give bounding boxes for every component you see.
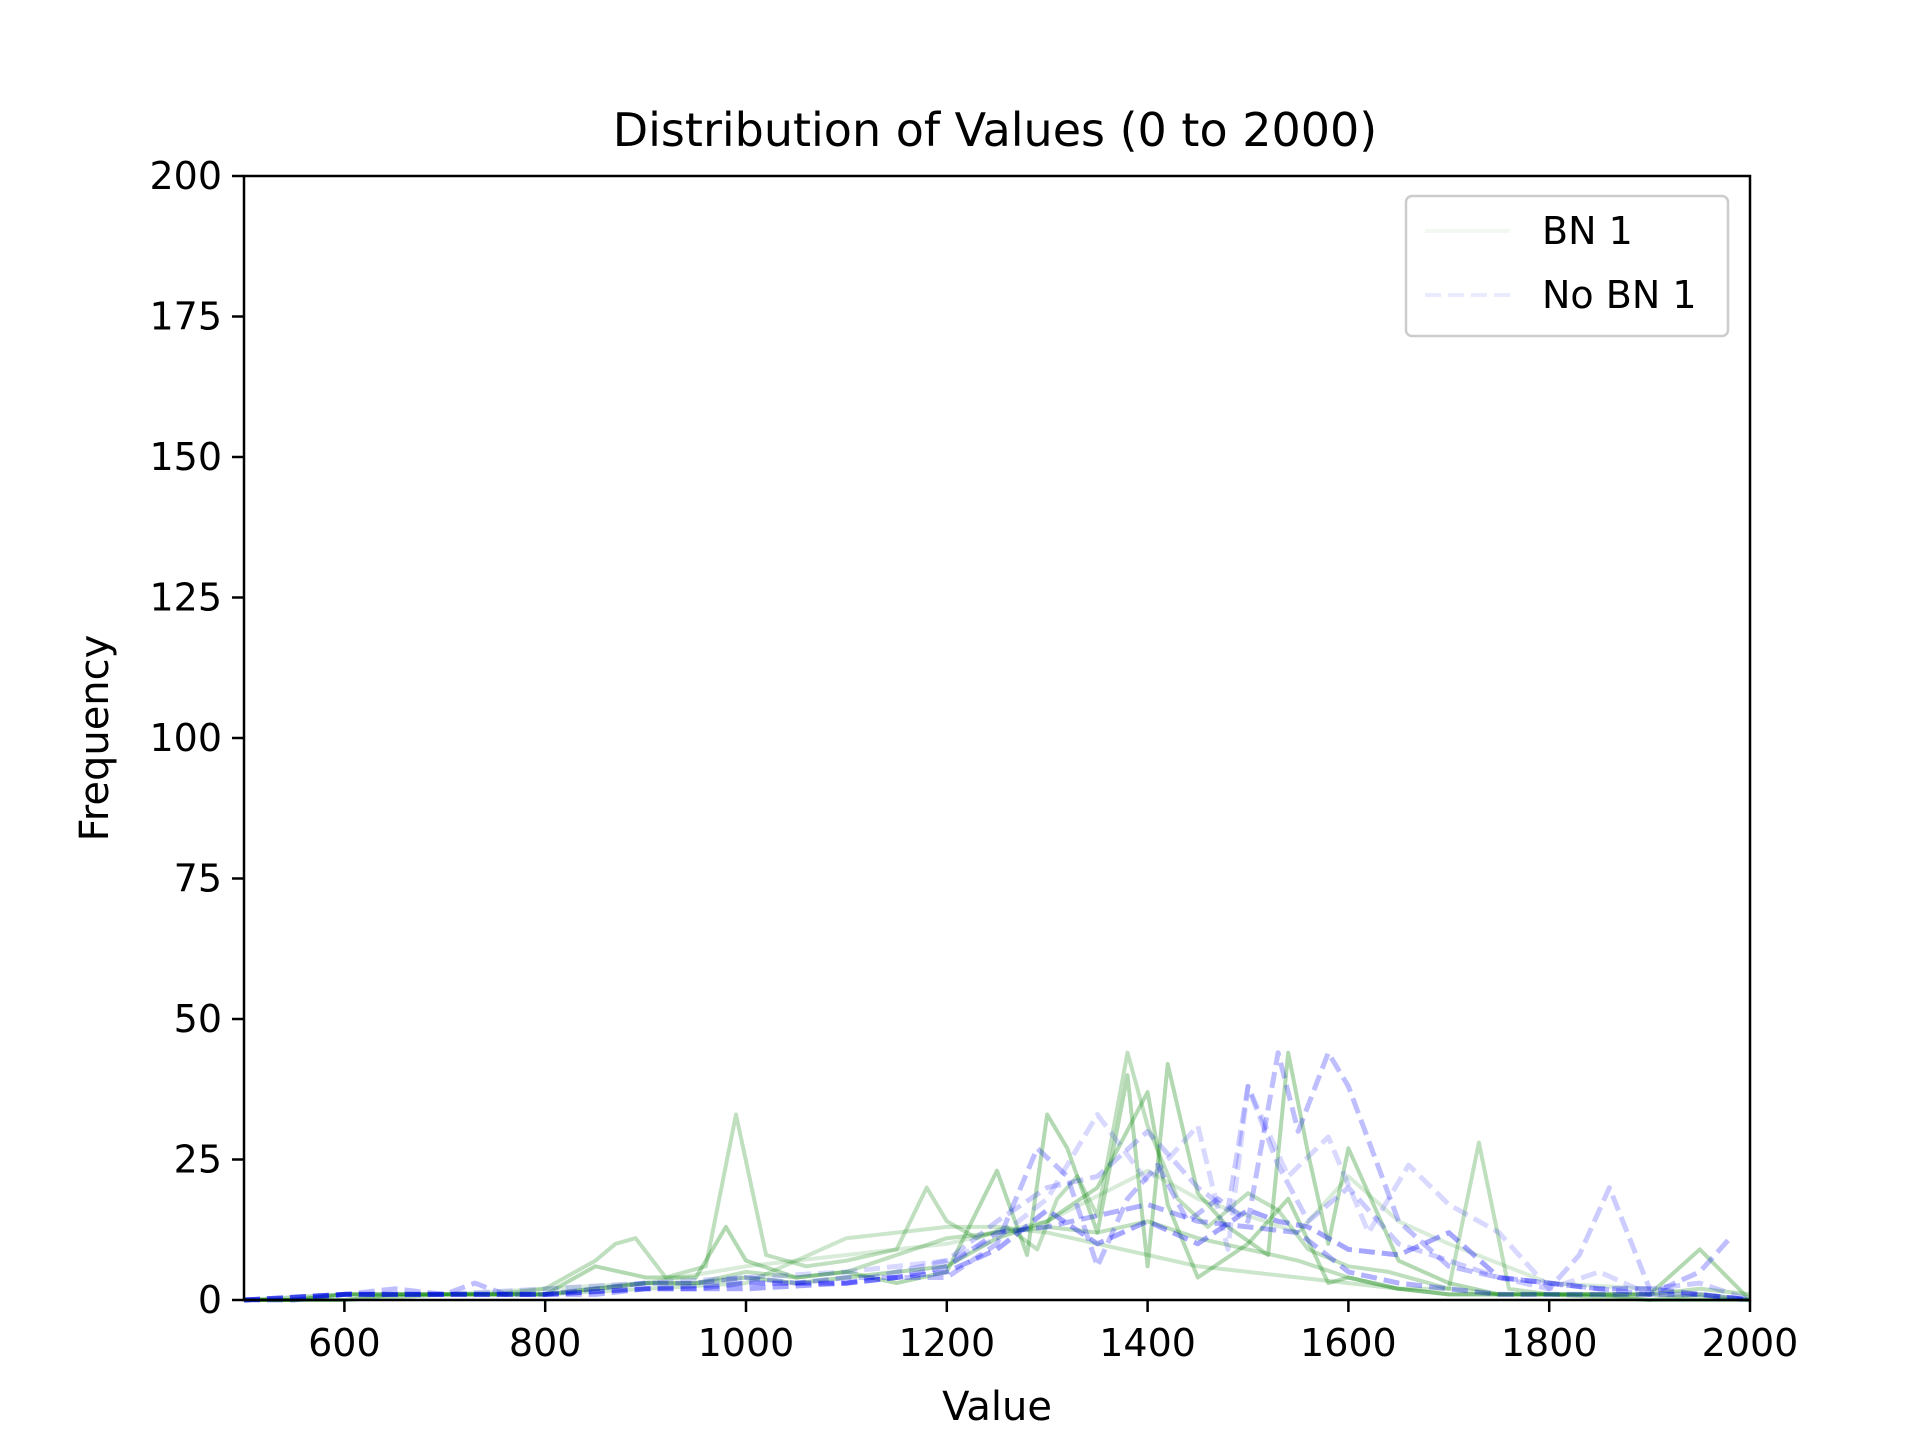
nobn-series-line-8 <box>243 1083 1751 1303</box>
nobn-series-line-9 <box>243 1207 1751 1303</box>
y-tick-label: 75 <box>174 857 222 901</box>
bn-series-line-1 <box>244 1050 1751 1302</box>
x-tick-label: 600 <box>308 1321 381 1365</box>
y-tick-label: 150 <box>149 435 222 479</box>
x-axis: 600 800 1000 1200 1400 1600 1800 2000 <box>308 1300 1798 1365</box>
bn-series-line-3 <box>244 1090 1750 1302</box>
y-tick-label: 175 <box>149 295 222 339</box>
bn-series-line-2 <box>244 1050 1752 1302</box>
x-tick-label: 2000 <box>1702 1321 1799 1365</box>
bn-series-line-4 <box>243 1224 1751 1302</box>
y-tick-label: 200 <box>149 154 222 198</box>
y-tick-label: 125 <box>149 576 222 620</box>
x-tick-label: 1200 <box>898 1321 995 1365</box>
plot-series <box>243 1050 1752 1303</box>
legend-label-nobn: No BN 1 <box>1542 273 1697 317</box>
y-tick-label: 50 <box>174 997 222 1041</box>
legend-box <box>1404 194 1730 338</box>
chart-title: Distribution of Values (0 to 2000) <box>613 103 1378 157</box>
y-tick-label: 100 <box>149 716 222 760</box>
x-tick-label: 1000 <box>698 1321 795 1365</box>
y-tick-label: 25 <box>174 1138 222 1182</box>
legend: BN 1 No BN 1 <box>1404 194 1730 338</box>
x-tick-label: 1600 <box>1300 1321 1397 1365</box>
y-axis-label: Frequency <box>72 635 118 842</box>
x-axis-label: Value <box>942 1384 1052 1430</box>
x-tick-label: 800 <box>509 1321 582 1365</box>
y-tick-label: 0 <box>198 1278 222 1322</box>
legend-label-bn: BN 1 <box>1542 209 1633 253</box>
nobn-series-line-7 <box>243 1050 1732 1303</box>
x-tick-label: 1800 <box>1501 1321 1598 1365</box>
nobn-series-line-6 <box>244 1202 1751 1303</box>
x-tick-label: 1400 <box>1099 1321 1196 1365</box>
y-axis: 0 25 50 75 100 125 150 175 200 <box>149 154 244 1322</box>
bn-series-line-5 <box>243 1168 1751 1302</box>
bn-series-line-0 <box>244 1219 1751 1302</box>
nobn-series-line-10 <box>243 1083 1751 1303</box>
